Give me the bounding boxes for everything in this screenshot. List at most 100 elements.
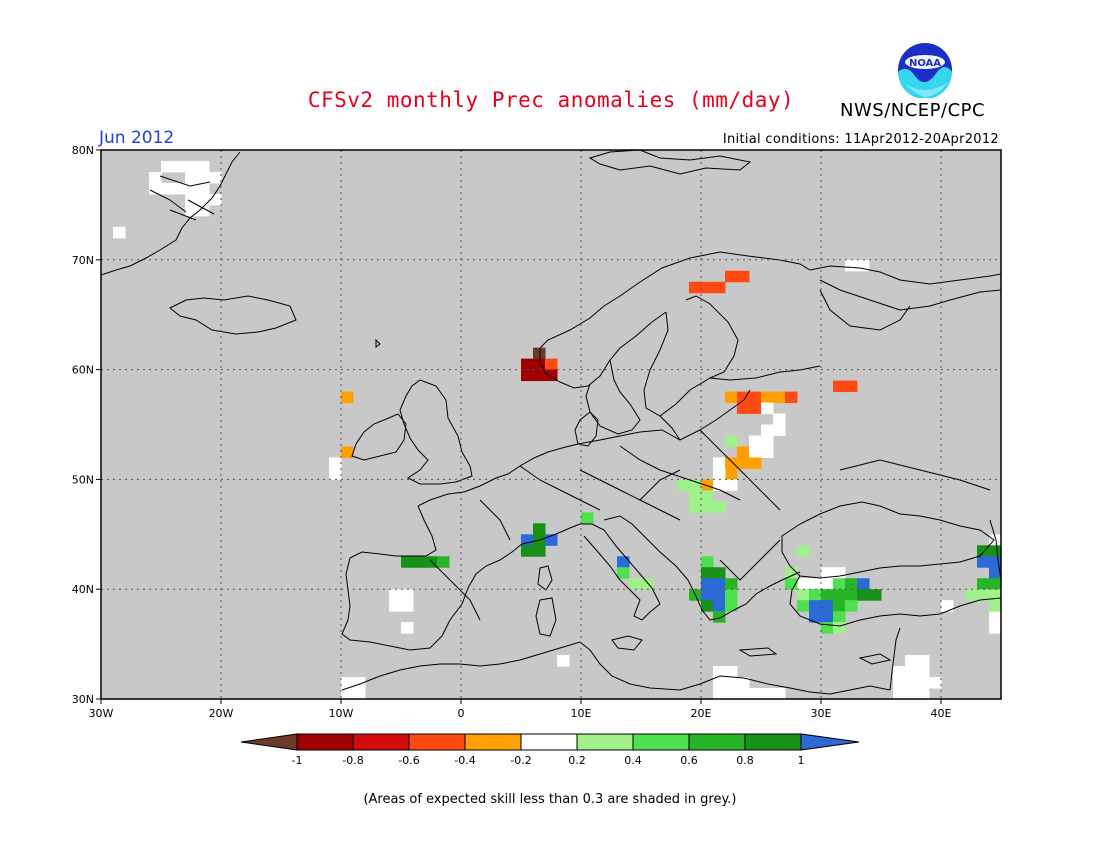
color-legend: -1 -0.8 -0.6 -0.4 -0.2 0.2 0.4 0.6 0.8 1 (240, 733, 860, 767)
anomaly-cell (989, 534, 1001, 546)
lat-label: 60N (72, 364, 94, 377)
coastlines (101, 150, 1001, 695)
anomaly-cell (701, 490, 714, 502)
anomaly-cell (821, 589, 834, 601)
legend-tick-label: 0.8 (736, 754, 754, 767)
anomaly-cell (725, 589, 738, 601)
anomaly-cell (797, 600, 810, 612)
latitude-labels: 80N 70N 60N 50N 40N 30N (72, 144, 94, 706)
low-skill-cell (833, 567, 846, 579)
anomaly-cell (713, 589, 726, 601)
low-skill-cell (389, 600, 402, 612)
anomaly-cell (809, 611, 822, 623)
low-skill-cell (905, 655, 918, 667)
anomaly-cell (809, 600, 822, 612)
anomaly-cell (341, 391, 354, 404)
low-skill-cell (773, 688, 786, 699)
anomaly-cell (701, 578, 714, 590)
anomaly-cell (773, 413, 786, 425)
legend-swatch (296, 733, 354, 751)
anomaly-cell (521, 358, 534, 371)
legend-tick-label: -0.8 (342, 754, 363, 767)
legend-tick-label: -0.2 (510, 754, 531, 767)
anomaly-cell (737, 446, 750, 458)
low-skill-cell (917, 666, 930, 678)
low-skill-cell (929, 677, 942, 689)
skill-footnote: (Areas of expected skill less than 0.3 a… (363, 792, 737, 807)
anomaly-cell (977, 578, 990, 590)
legend-swatch (352, 733, 410, 751)
low-skill-cell (197, 193, 210, 206)
anomaly-cell (857, 578, 870, 590)
anomaly-cell (617, 556, 630, 568)
low-skill-cell (893, 666, 906, 678)
anomaly-cell (425, 556, 438, 568)
legend-swatch (632, 733, 690, 751)
anomaly-cell (725, 468, 738, 480)
low-skill-cell (737, 688, 750, 699)
anomaly-cell (713, 479, 726, 491)
low-skill-cell (905, 688, 918, 699)
anomaly-cell (701, 281, 714, 294)
low-skill-cell (749, 688, 762, 699)
low-skill-cell (197, 160, 210, 173)
anomaly-cell (749, 402, 762, 415)
initial-conditions: Initial conditions: 11Apr2012-20Apr2012 (722, 132, 999, 147)
low-skill-cell (197, 171, 210, 184)
anomaly-cell (725, 391, 738, 404)
low-skill-cell (185, 193, 198, 206)
anomaly-cell (701, 556, 714, 568)
low-skill-cell (185, 204, 198, 217)
low-skill-cell (713, 666, 726, 678)
low-skill-cell (197, 182, 210, 195)
anomaly-cell (833, 578, 846, 590)
anomaly-cell (689, 490, 702, 502)
anomaly-cell (845, 380, 858, 393)
anomaly-cell (689, 281, 702, 294)
anomaly-cell (545, 534, 558, 546)
lon-label: 30E (811, 707, 832, 720)
low-skill-areas (113, 160, 1001, 699)
lat-label: 70N (72, 254, 94, 267)
anomaly-cell (821, 600, 834, 612)
anomaly-cell (329, 468, 342, 480)
low-skill-cell (893, 688, 906, 699)
legend-swatch (744, 733, 802, 751)
anomaly-cell (977, 545, 990, 557)
low-skill-cell (161, 182, 174, 195)
lon-label: 10W (329, 707, 354, 720)
low-skill-cell (821, 567, 834, 579)
low-skill-cell (197, 204, 210, 217)
anomaly-cell (689, 479, 702, 491)
anomaly-cell (533, 358, 546, 371)
anomaly-cell (833, 600, 846, 612)
lon-label: 20W (209, 707, 234, 720)
anomaly-cell (533, 523, 546, 535)
anomaly-cell (857, 589, 870, 601)
anomaly-cell (737, 270, 750, 283)
anomaly-cell (617, 567, 630, 579)
low-skill-cell (113, 226, 126, 239)
low-skill-cell (185, 160, 198, 173)
anomaly-cell (713, 501, 726, 513)
anomaly-cell (701, 501, 714, 513)
anomaly-cell (545, 358, 558, 371)
anomaly-cell (977, 589, 990, 601)
anomaly-cell (437, 556, 450, 568)
low-skill-cell (149, 171, 162, 184)
lon-label: 40E (931, 707, 952, 720)
low-skill-cell (401, 600, 414, 612)
low-skill-cell (149, 182, 162, 195)
graticule (96, 149, 1001, 704)
anomaly-cell (989, 567, 1001, 579)
low-skill-cell (161, 160, 174, 173)
legend-arrow-low (240, 733, 298, 751)
low-skill-cell (185, 171, 198, 184)
low-skill-cell (353, 688, 366, 699)
low-skill-cell (353, 677, 366, 689)
low-skill-cell (173, 160, 186, 173)
anomaly-cell (965, 589, 978, 601)
legend-tick-label: -0.4 (454, 754, 475, 767)
anomaly-cell (725, 578, 738, 590)
anomaly-cell (401, 556, 414, 568)
